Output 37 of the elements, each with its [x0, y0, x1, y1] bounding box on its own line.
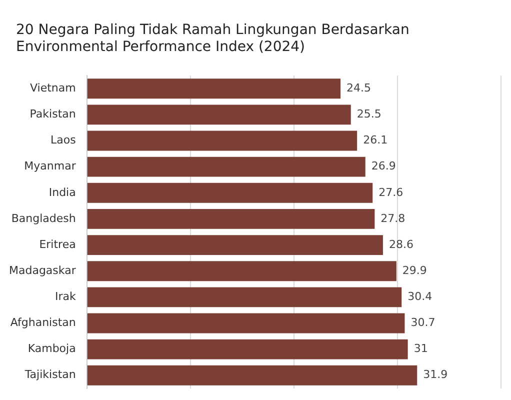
- data-label: 28.6: [388, 238, 414, 251]
- data-label: 24.5: [346, 81, 372, 94]
- bar: [87, 287, 402, 308]
- y-tick-label: Pakistan: [30, 108, 76, 121]
- bar: [87, 339, 408, 360]
- bar: [87, 313, 405, 334]
- bar: [87, 78, 341, 99]
- bar: [87, 104, 351, 125]
- bar: [87, 130, 358, 151]
- y-tick-label: Eritrea: [39, 238, 76, 251]
- y-tick-label: Vietnam: [30, 81, 76, 94]
- y-tick-label: Laos: [50, 134, 76, 147]
- bar: [87, 261, 396, 282]
- bar: [87, 235, 383, 256]
- bar: [87, 208, 375, 229]
- y-tick-label: Madagaskar: [8, 264, 76, 277]
- data-label: 27.8: [380, 212, 406, 225]
- y-tick-label: India: [48, 186, 76, 199]
- y-tick-label: Irak: [54, 290, 76, 304]
- y-tick-label: Bangladesh: [11, 212, 76, 225]
- data-label: 31: [414, 342, 428, 356]
- y-tick-label: Afghanistan: [10, 316, 76, 330]
- data-label: 26.1: [363, 134, 388, 147]
- bar: [87, 182, 373, 203]
- data-label: 25.5: [356, 108, 382, 121]
- y-tick-label: Kamboja: [28, 342, 76, 356]
- data-label: 29.9: [402, 264, 427, 277]
- data-label: 27.6: [378, 186, 404, 199]
- data-label: 26.9: [371, 160, 396, 173]
- data-label: 30.7: [410, 316, 436, 330]
- chart-title: 20 Negara Paling Tidak Ramah Lingkungan Berdasarkan Environmental Performance Index (2024): [15, 21, 410, 56]
- y-tick-label: Tajikistan: [24, 368, 76, 382]
- data-label: 31.9: [423, 368, 448, 382]
- bar: [87, 156, 366, 177]
- bar: [87, 365, 418, 386]
- y-tick-label: Myanmar: [24, 160, 76, 173]
- data-label: 30.4: [408, 290, 432, 304]
